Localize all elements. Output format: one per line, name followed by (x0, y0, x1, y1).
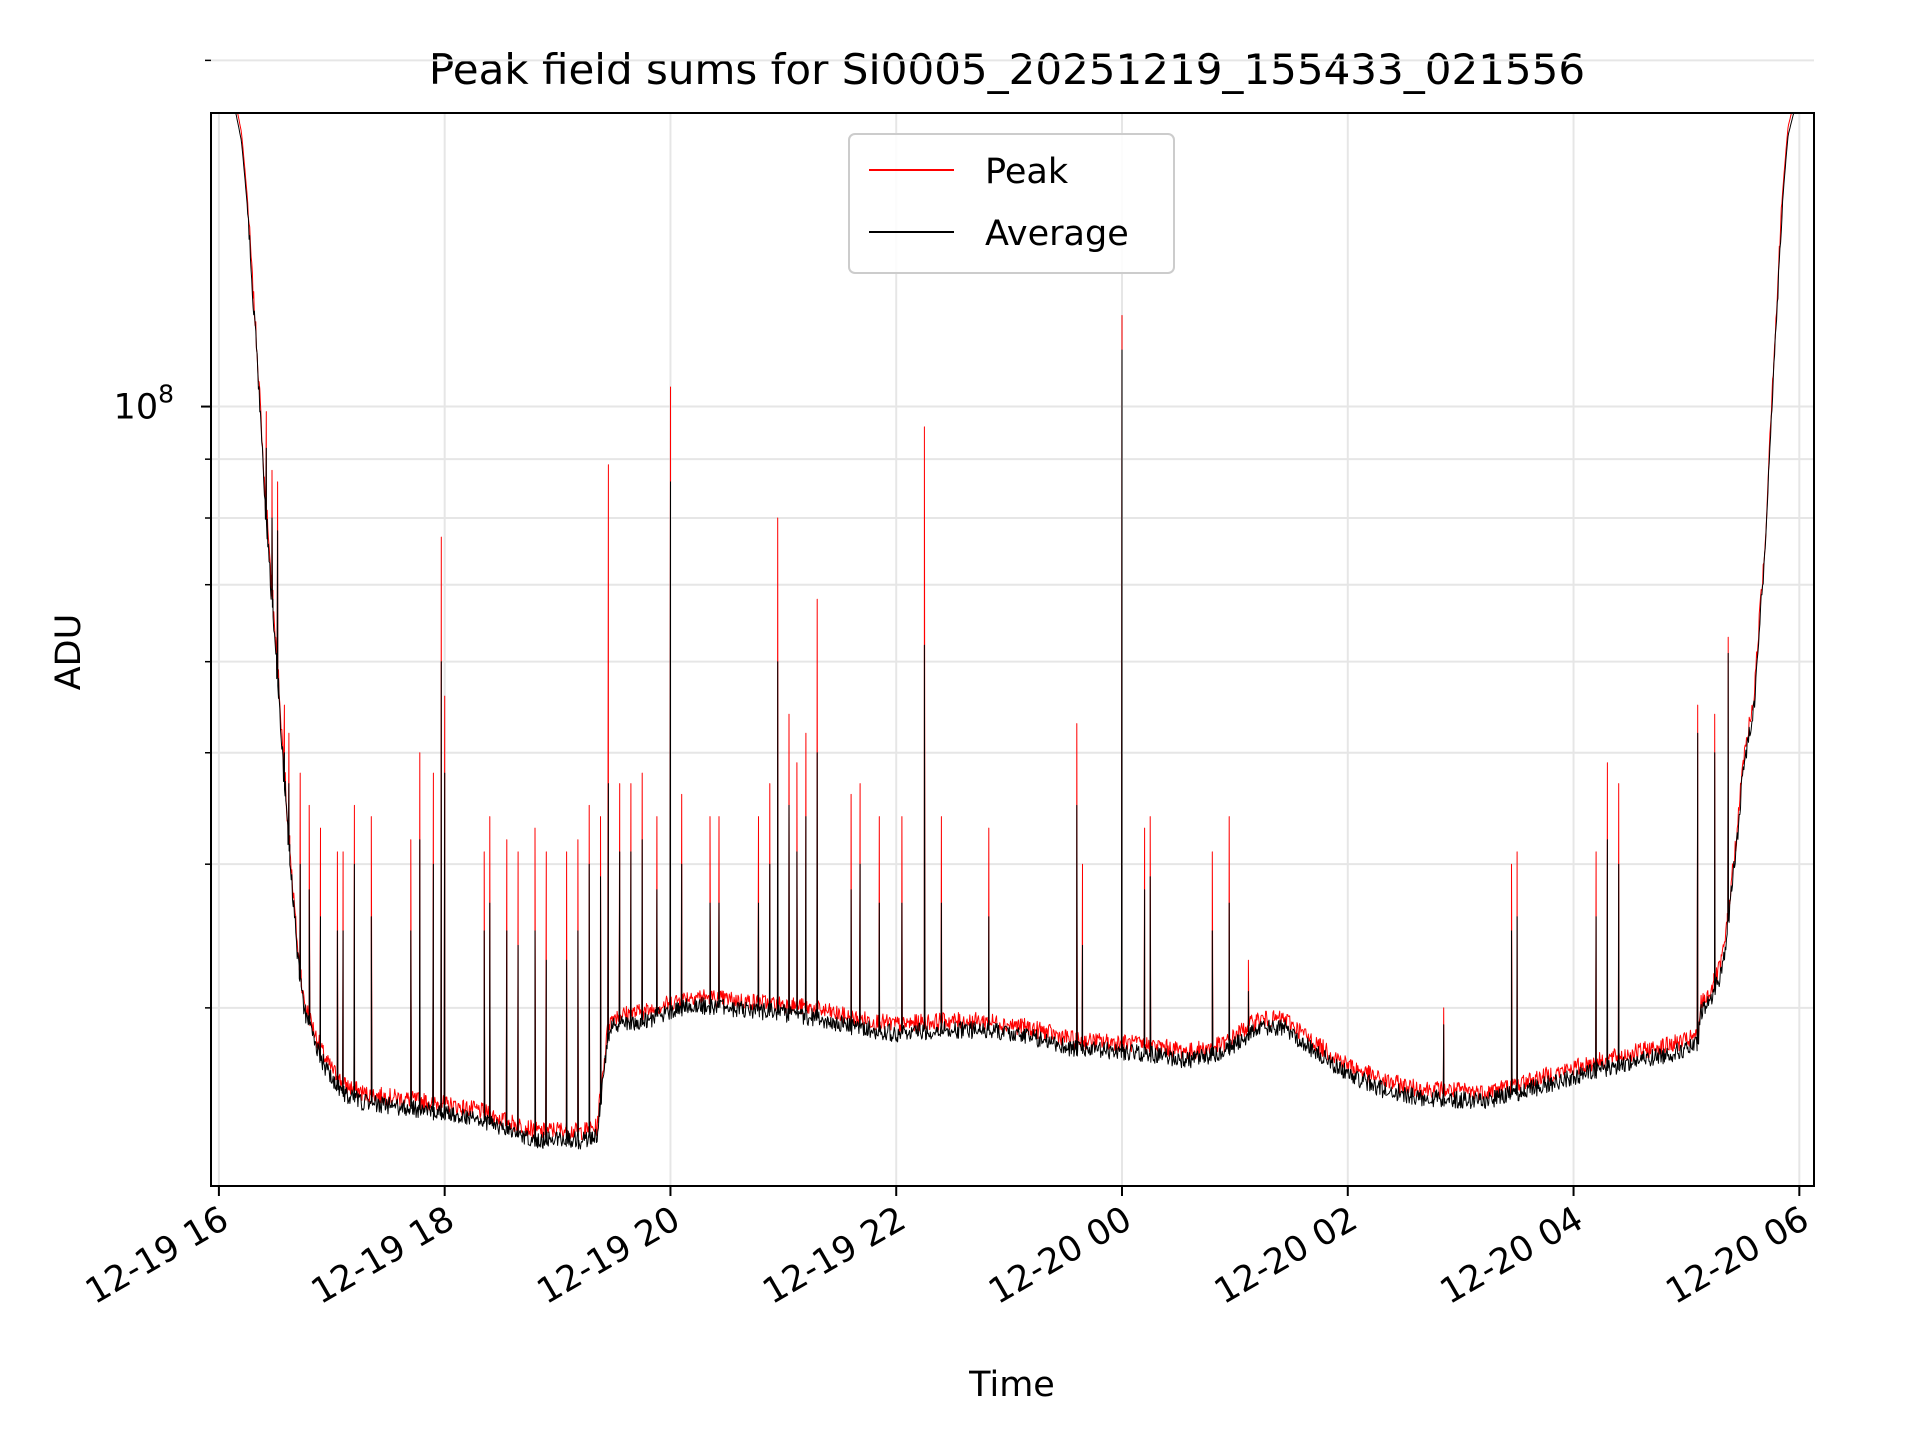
chart-title: Peak field sums for SI0005_20251219_1554… (429, 45, 1585, 94)
legend-box (848, 133, 1175, 274)
x-axis-label: Time (968, 1365, 1055, 1405)
legend-average-label: Average (985, 214, 1129, 254)
y-axis: 108 (114, 59, 211, 1009)
series-layer (211, 113, 1814, 1150)
legend-peak-label: Peak (985, 152, 1069, 192)
y-axis-label: ADU (49, 614, 89, 691)
plot-frame (210, 112, 1815, 1187)
series-peak-line (211, 113, 1814, 1141)
series-average-line (211, 113, 1814, 1150)
grid (211, 59, 1814, 1186)
y-tick-label-0: 108 (114, 380, 174, 428)
legend: Peak Average (848, 133, 1175, 274)
